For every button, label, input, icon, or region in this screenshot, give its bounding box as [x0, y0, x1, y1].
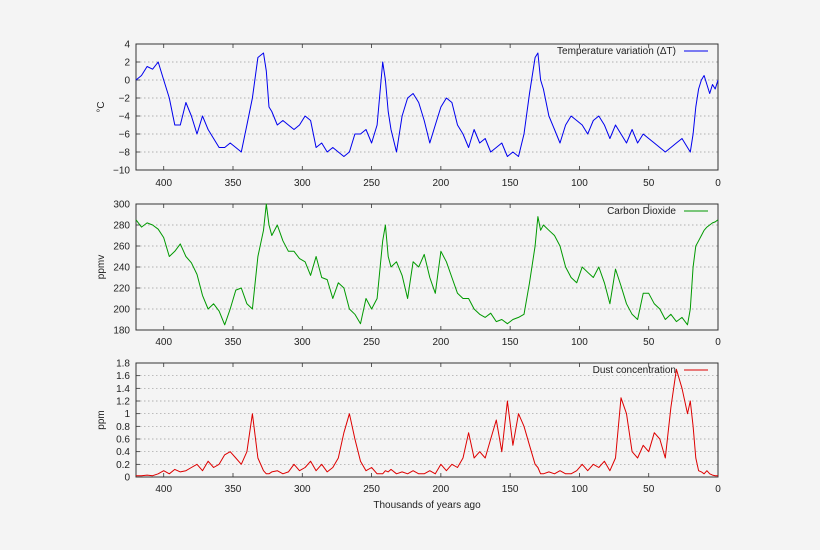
x-tick-label: 150 — [502, 337, 519, 348]
x-tick-label: 200 — [433, 337, 450, 348]
y-tick-label: 1 — [124, 409, 130, 420]
legend-label: Temperature variation (ΔT) — [557, 46, 676, 57]
y-axis-label: ppm — [96, 410, 107, 429]
x-tick-label: 350 — [225, 484, 242, 495]
x-tick-label: 0 — [715, 484, 721, 495]
y-axis-label: ppmv — [96, 255, 107, 279]
x-tick-label: 100 — [571, 337, 588, 348]
y-tick-label: 4 — [124, 40, 130, 51]
x-tick-label: 0 — [715, 337, 721, 348]
plot-frame — [135, 203, 719, 331]
x-tick-label: 50 — [643, 178, 655, 189]
y-tick-label: 1.4 — [116, 384, 130, 395]
plot-frame — [135, 43, 719, 171]
x-tick-label: 200 — [433, 484, 450, 495]
x-axis-label: Thousands of years ago — [373, 500, 481, 511]
y-tick-label: 180 — [113, 326, 130, 337]
y-tick-label: 0.6 — [116, 435, 130, 446]
x-tick-label: 100 — [571, 178, 588, 189]
series-line — [135, 52, 719, 157]
y-tick-label: −8 — [119, 148, 131, 159]
series-line — [135, 203, 719, 326]
x-tick-label: 50 — [643, 337, 655, 348]
x-tick-label: 250 — [363, 178, 380, 189]
x-tick-label: 300 — [294, 337, 311, 348]
y-tick-label: 2 — [124, 58, 130, 69]
x-tick-label: 250 — [363, 484, 380, 495]
y-tick-label: −6 — [119, 130, 131, 141]
x-tick-label: 400 — [155, 337, 172, 348]
x-tick-label: 400 — [155, 484, 172, 495]
x-tick-label: 50 — [643, 484, 655, 495]
y-tick-label: 1.2 — [116, 397, 130, 408]
legend-label: Carbon Dioxide — [607, 206, 676, 217]
y-tick-label: 0.8 — [116, 422, 130, 433]
y-tick-label: 260 — [113, 242, 130, 253]
y-tick-label: −10 — [113, 166, 130, 177]
x-tick-label: 400 — [155, 178, 172, 189]
x-tick-label: 0 — [715, 178, 721, 189]
x-tick-label: 300 — [294, 178, 311, 189]
x-tick-label: 250 — [363, 337, 380, 348]
x-tick-label: 150 — [502, 178, 519, 189]
legend-label: Dust concentration — [593, 365, 676, 376]
y-tick-label: 240 — [113, 263, 130, 274]
y-tick-label: 1.8 — [116, 359, 130, 370]
x-tick-label: 300 — [294, 484, 311, 495]
x-tick-label: 350 — [225, 337, 242, 348]
y-tick-label: 0.4 — [116, 447, 130, 458]
x-tick-label: 150 — [502, 484, 519, 495]
y-tick-label: 220 — [113, 284, 130, 295]
y-tick-label: 280 — [113, 221, 130, 232]
y-tick-label: 0 — [124, 76, 130, 87]
plot-frame — [135, 362, 719, 478]
y-tick-label: 0 — [124, 473, 130, 484]
x-tick-label: 200 — [433, 178, 450, 189]
y-axis-label: °C — [96, 101, 107, 112]
y-tick-label: 1.6 — [116, 371, 130, 382]
y-tick-label: −2 — [119, 94, 131, 105]
x-tick-label: 350 — [225, 178, 242, 189]
y-tick-label: 200 — [113, 305, 130, 316]
series-line — [136, 368, 718, 477]
y-tick-label: −4 — [119, 112, 131, 123]
y-tick-label: 300 — [113, 200, 130, 211]
y-tick-label: 0.2 — [116, 460, 130, 471]
x-tick-label: 100 — [571, 484, 588, 495]
